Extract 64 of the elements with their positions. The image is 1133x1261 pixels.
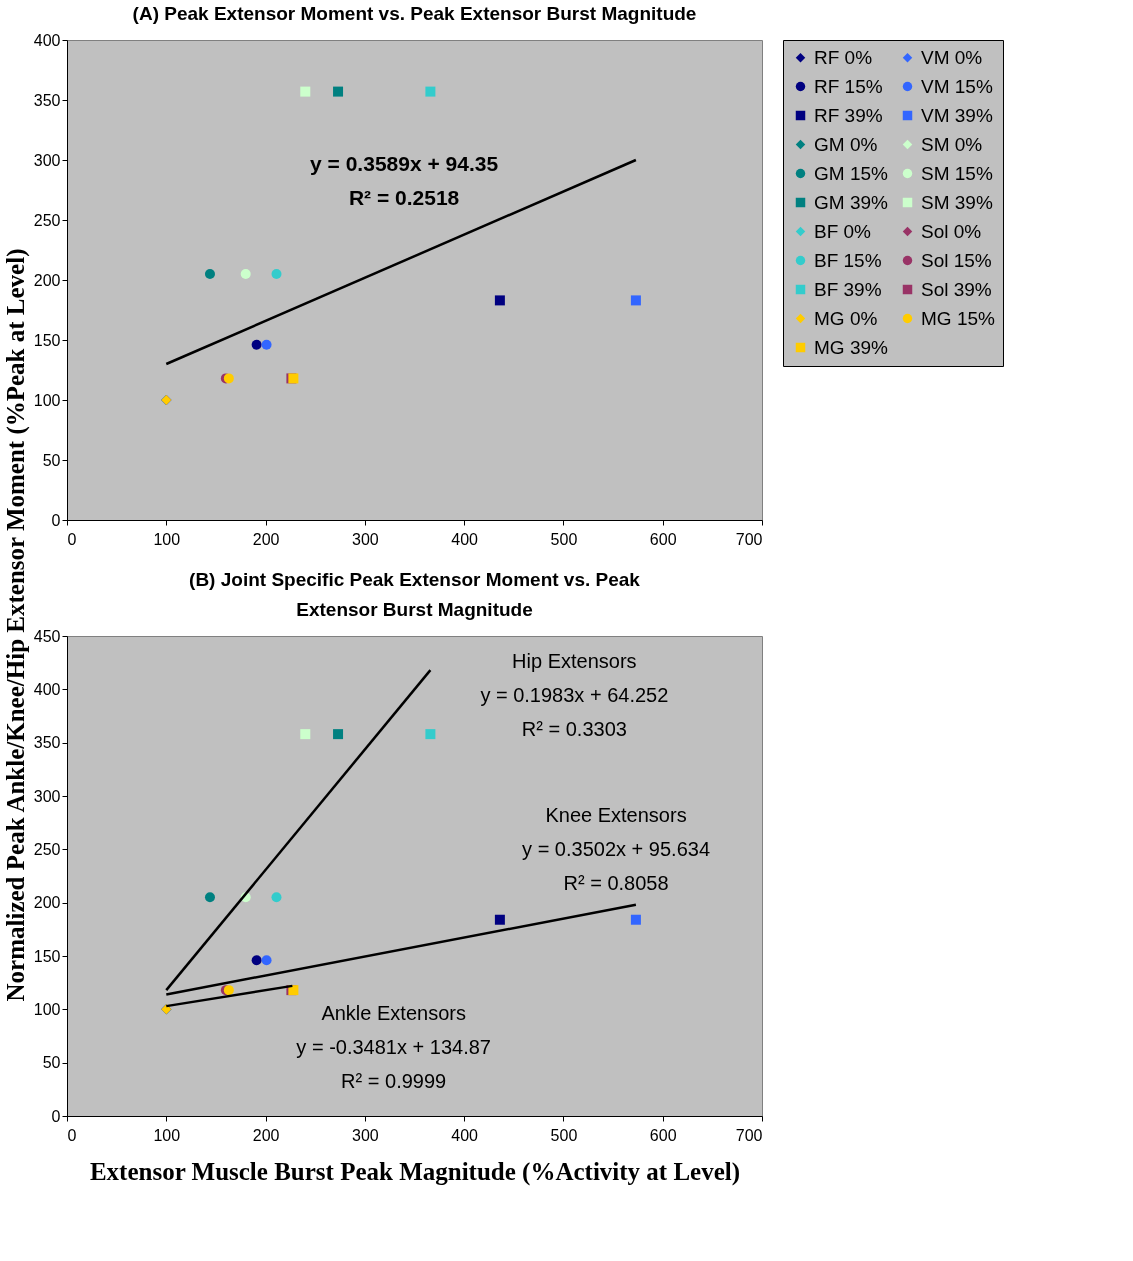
legend-label: RF 0% (814, 46, 873, 68)
legend-label: MG 39% (814, 336, 889, 358)
x-tick-label: 200 (252, 1126, 280, 1144)
x-tick-label: 300 (352, 1126, 379, 1144)
y-tick-label: 250 (33, 840, 61, 858)
y-tick-label: 350 (33, 734, 61, 752)
y-tick-label: 100 (33, 1000, 61, 1018)
annotation: y = 0.3589x + 94.35 R² = 0.2518 (310, 152, 499, 210)
y-tick-label: 250 (33, 211, 61, 229)
y-tick-label: 50 (42, 1054, 61, 1072)
x-tick-label: 600 (649, 530, 677, 548)
x-tick-label: 500 (550, 1126, 578, 1144)
y-tick-label: 0 (51, 511, 61, 529)
x-tick-label: 200 (252, 530, 280, 548)
legend-label: RF 15% (814, 75, 883, 97)
legend-label: MG 15% (921, 307, 996, 329)
legend-label: Sol 0% (921, 220, 982, 242)
legend-label: VM 15% (921, 75, 993, 97)
x-tick-label: 500 (550, 530, 578, 548)
y-tick-label: 200 (33, 894, 61, 912)
x-tick-label: 400 (451, 530, 479, 548)
legend-label: BF 15% (814, 249, 882, 271)
x-tick-label: 300 (352, 530, 379, 548)
y-tick-label: 0 (51, 1107, 61, 1125)
chart-title: (B) Joint Specific Peak Extensor Moment vs. Peak Extensor Burst Magnitude (189, 569, 641, 620)
x-tick-label: 600 (649, 1126, 677, 1144)
legend-label: SM 39% (921, 191, 993, 213)
legend-label: Sol 39% (921, 278, 992, 300)
x-tick-label: 100 (153, 530, 181, 548)
legend-label: GM 15% (814, 162, 889, 184)
legend-label: Sol 15% (921, 249, 992, 271)
y-tick-label: 200 (33, 271, 61, 289)
y-tick-label: 300 (33, 787, 61, 805)
legend-label: GM 0% (814, 133, 878, 155)
legend-label: BF 0% (814, 220, 872, 242)
legend-label: SM 15% (921, 162, 993, 184)
y-tick-label: 150 (33, 947, 61, 965)
legend-label: SM 0% (921, 133, 983, 155)
y-tick-label: 350 (33, 91, 61, 109)
x-axis-title: Extensor Muscle Burst Peak Magnitude (%Activity at Level) (89, 1157, 741, 1186)
y-axis-title: Normalized Peak Ankle/Knee/Hip Extensor Moment (%Peak at Level) (2, 248, 30, 1002)
x-tick-label: 700 (735, 1126, 763, 1144)
legend-label: BF 39% (814, 278, 882, 300)
y-tick-label: 150 (33, 331, 61, 349)
chart-title: (A) Peak Extensor Moment vs. Peak Extensor Burst Magnitude (132, 3, 697, 24)
y-tick-label: 450 (33, 627, 61, 645)
legend-label: VM 39% (921, 104, 993, 126)
annotation: Knee Extensors y = 0.3502x + 95.634 R² = 0.8058 (522, 804, 711, 895)
legend-label: GM 39% (814, 191, 889, 213)
annotation: Hip Extensors y = 0.1983x + 64.252 R² = 0.3303 (480, 650, 669, 741)
x-tick-label: 100 (153, 1126, 181, 1144)
legend-label: MG 0% (814, 307, 878, 329)
y-tick-label: 50 (42, 451, 61, 469)
x-tick-label: 400 (451, 1126, 479, 1144)
y-tick-label: 100 (33, 391, 61, 409)
y-tick-label: 300 (33, 151, 61, 169)
x-tick-label: 700 (735, 530, 763, 548)
legend-label: RF 39% (814, 104, 883, 126)
annotation: Ankle Extensors y = -0.3481x + 134.87 R² = 0.9999 (296, 1001, 491, 1092)
legend-label: VM 0% (921, 46, 983, 68)
x-tick-label: 0 (67, 530, 77, 548)
x-tick-label: 0 (67, 1126, 77, 1144)
y-tick-label: 400 (33, 680, 61, 698)
y-tick-label: 400 (33, 31, 61, 49)
